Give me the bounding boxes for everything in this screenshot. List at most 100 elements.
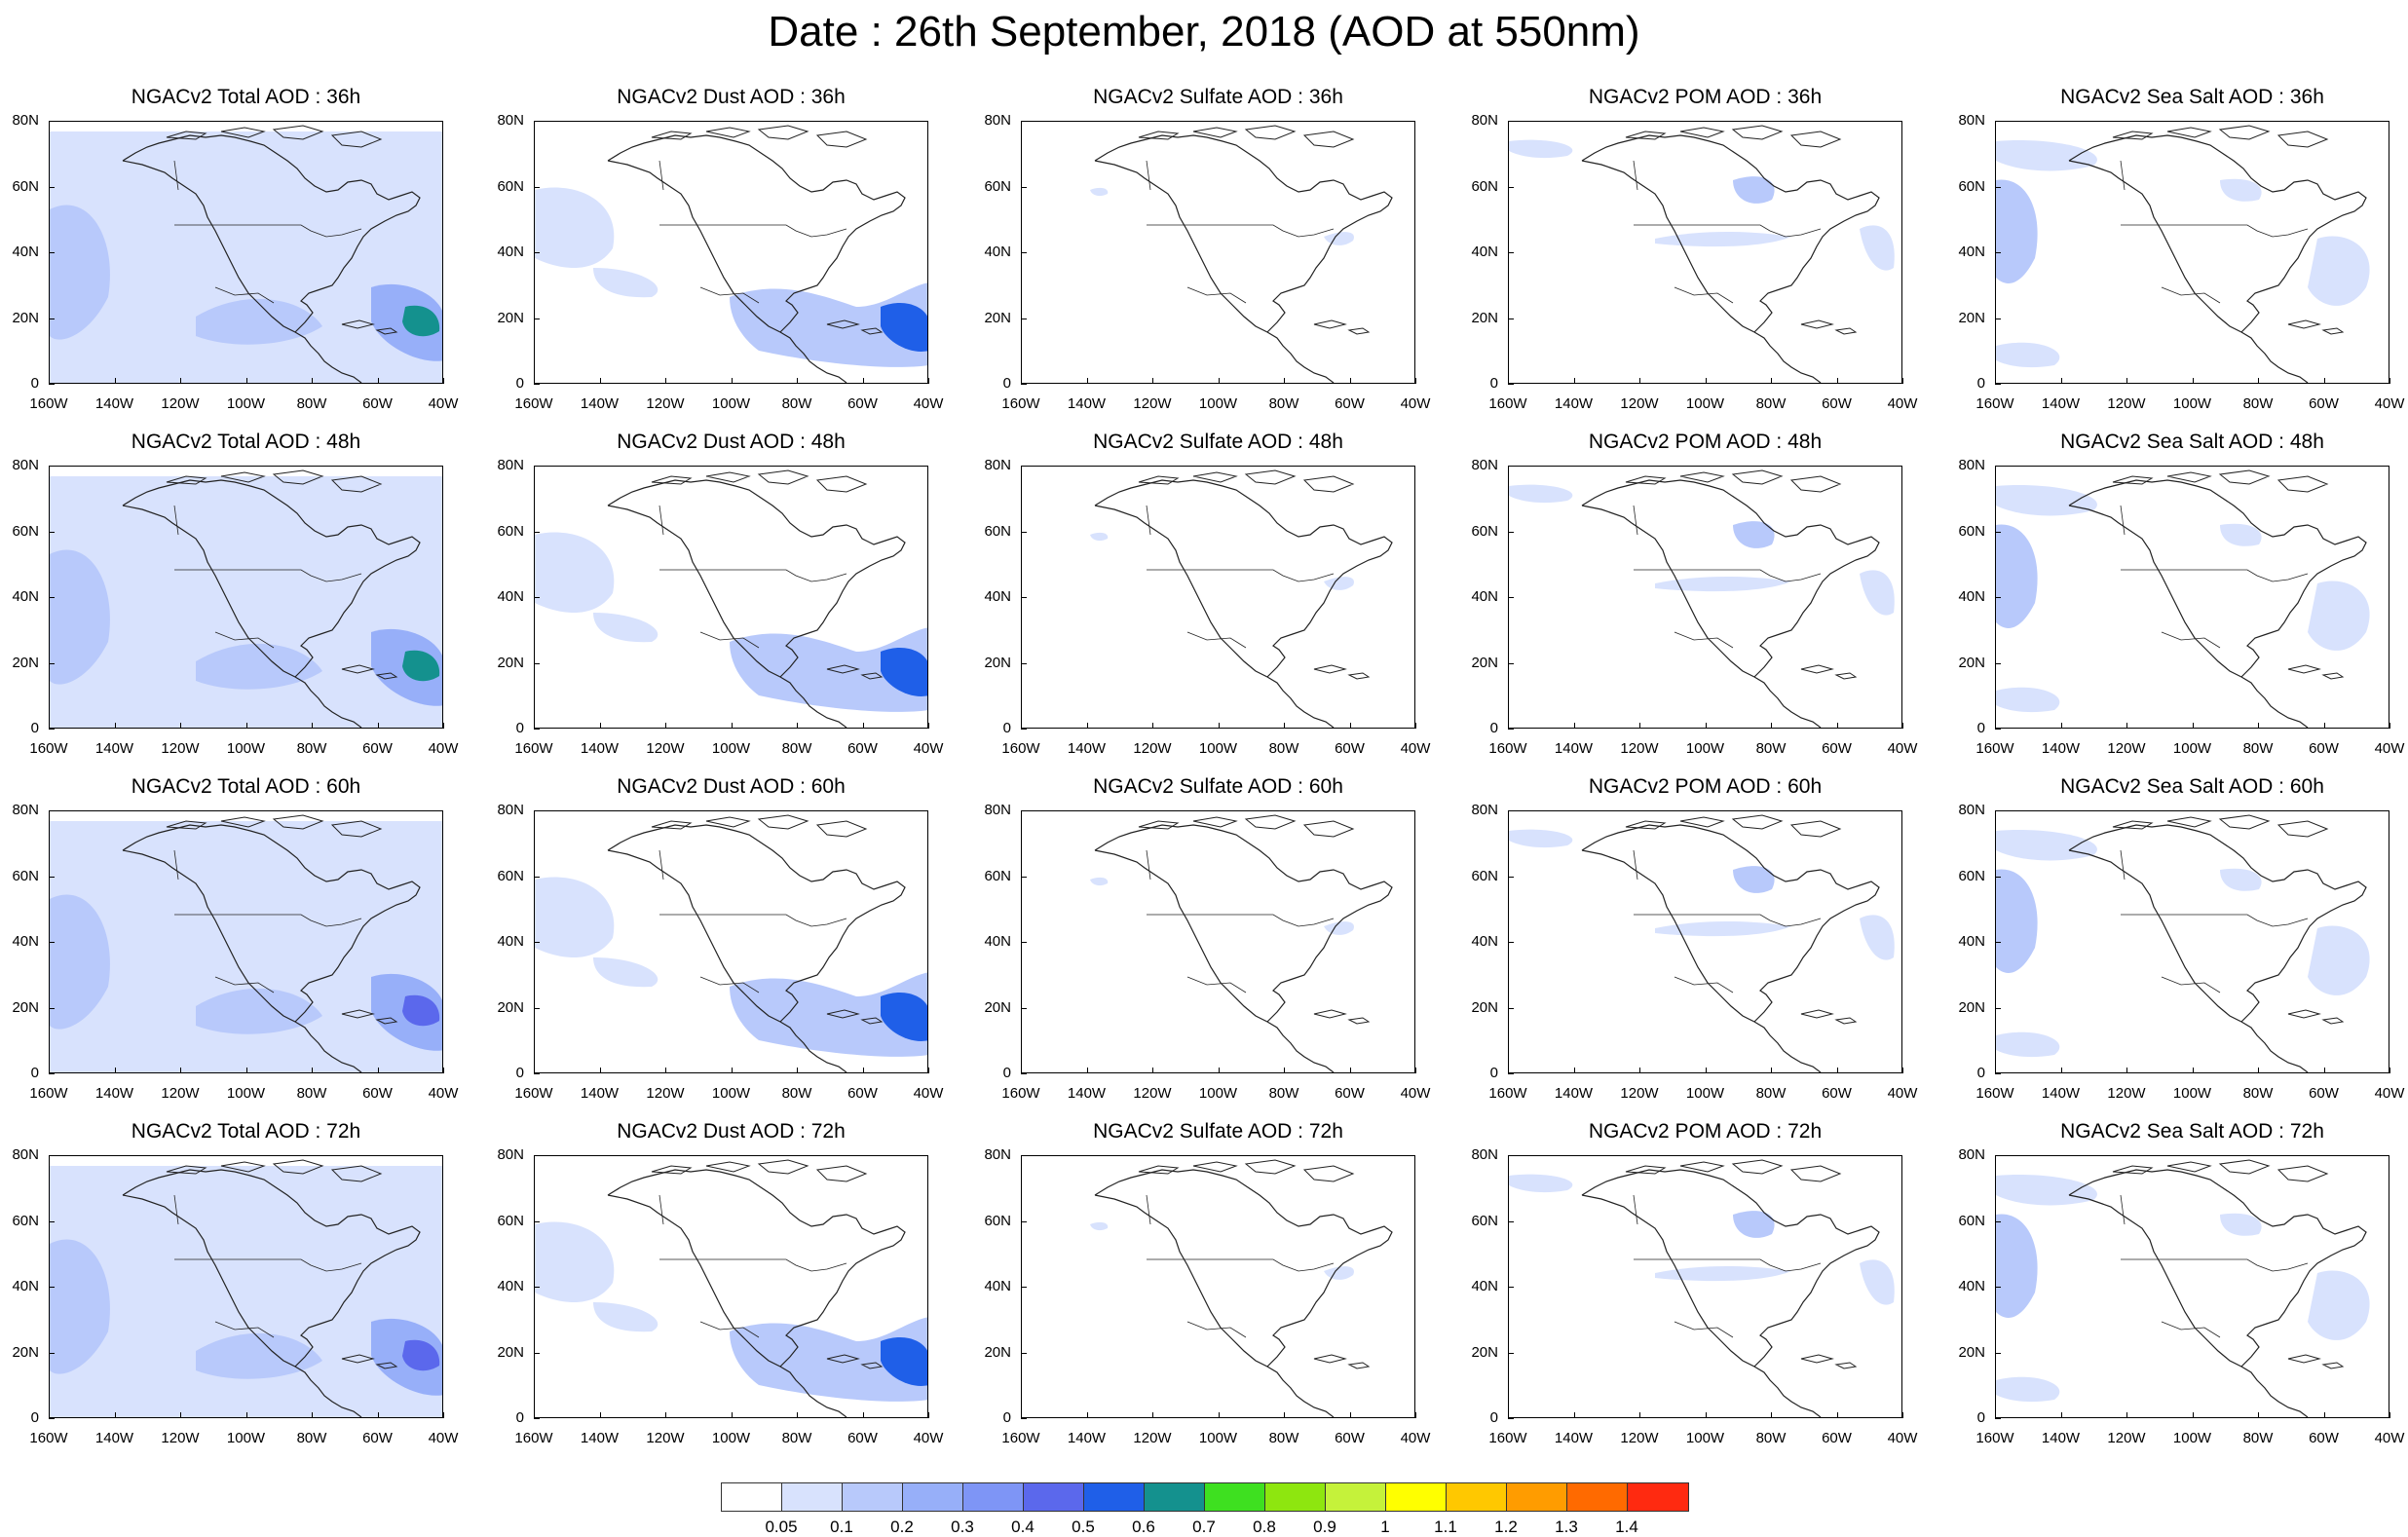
latitude-tick bbox=[534, 876, 540, 878]
latitude-tick bbox=[1508, 597, 1514, 598]
coastline bbox=[1625, 1159, 1858, 1369]
longitude-tick-label: 140W bbox=[94, 1430, 134, 1446]
longitude-tick-label: 100W bbox=[711, 1085, 751, 1102]
latitude-tick bbox=[1021, 252, 1027, 253]
longitude-tick-label: 100W bbox=[226, 1085, 266, 1102]
longitude-tick-label: 100W bbox=[1198, 1085, 1238, 1102]
latitude-tick-label: 60N bbox=[1471, 522, 1498, 540]
longitude-tick bbox=[114, 1412, 116, 1418]
longitude-tick-label: 100W bbox=[1198, 1430, 1238, 1446]
longitude-tick bbox=[312, 723, 313, 729]
latitude-tick-label: 40N bbox=[12, 1278, 39, 1294]
political-border bbox=[1146, 849, 1335, 993]
aod-map bbox=[1509, 469, 1895, 728]
longitude-tick-label: 140W bbox=[2041, 395, 2081, 412]
map-frame bbox=[1021, 1155, 1415, 1418]
longitude-tick bbox=[2192, 723, 2194, 729]
latitude-tick-label: 20N bbox=[12, 309, 39, 326]
longitude-tick-label: 40W bbox=[428, 1085, 459, 1102]
latitude-tick bbox=[49, 729, 55, 730]
coastline bbox=[1581, 479, 1880, 728]
latitude-tick-label: 40N bbox=[497, 933, 524, 950]
latitude-tick-label: 80N bbox=[497, 802, 524, 818]
map-frame bbox=[534, 1155, 928, 1418]
longitude-tick bbox=[731, 723, 733, 729]
latitude-tick-label: 0 bbox=[30, 375, 39, 392]
latitude-tick bbox=[49, 466, 55, 467]
aod-shading bbox=[196, 988, 322, 1034]
latitude-tick-label: 60N bbox=[1958, 177, 1985, 195]
latitude-tick bbox=[534, 810, 540, 811]
longitude-tick-label: 40W bbox=[913, 395, 944, 412]
aod-map bbox=[50, 814, 442, 1072]
longitude-tick bbox=[1021, 723, 1022, 729]
longitude-tick bbox=[180, 378, 181, 384]
latitude-tick-label: 80N bbox=[1471, 457, 1498, 473]
latitude-tick-label: 20N bbox=[497, 998, 524, 1016]
longitude-tick bbox=[2323, 1068, 2325, 1073]
longitude-tick bbox=[2389, 1068, 2390, 1073]
coastline bbox=[166, 814, 398, 1025]
coastline bbox=[122, 134, 421, 383]
map-frame bbox=[49, 810, 443, 1073]
aod-shading bbox=[196, 298, 322, 345]
latitude-tick-label: 20N bbox=[497, 1343, 524, 1361]
aod-shading bbox=[1324, 232, 1354, 245]
latitude-tick bbox=[1508, 121, 1514, 122]
latitude-tick bbox=[49, 384, 55, 385]
latitude-tick bbox=[1508, 1287, 1514, 1288]
longitude-tick-label: 60W bbox=[847, 740, 878, 757]
latitude-tick bbox=[49, 1155, 55, 1156]
longitude-tick-label: 140W bbox=[94, 395, 134, 412]
latitude-tick-label: 40N bbox=[984, 933, 1011, 950]
latitude-tick-label: 40N bbox=[984, 1278, 1011, 1294]
political-border bbox=[1146, 505, 1335, 649]
aod-shading bbox=[50, 549, 110, 685]
longitude-tick-label: 140W bbox=[1554, 1085, 1594, 1102]
longitude-tick-label: 60W bbox=[362, 1430, 393, 1446]
longitude-tick-label: 140W bbox=[1067, 740, 1107, 757]
aod-shading bbox=[881, 993, 927, 1041]
aod-shading bbox=[1509, 1174, 1573, 1193]
longitude-tick-label: 40W bbox=[1400, 395, 1431, 412]
aod-map bbox=[1996, 469, 2370, 728]
longitude-tick bbox=[1902, 1068, 1903, 1073]
longitude-tick-label: 80W bbox=[2242, 395, 2274, 412]
aod-shading bbox=[1090, 187, 1109, 197]
latitude-tick-label: 0 bbox=[30, 1065, 39, 1081]
panel-title: NGACv2 Sulfate AOD : 48h bbox=[1093, 431, 1343, 453]
coastline bbox=[122, 824, 421, 1072]
latitude-tick bbox=[1508, 384, 1514, 385]
longitude-tick bbox=[443, 1412, 444, 1418]
longitude-tick bbox=[1836, 378, 1838, 384]
latitude-tick-label: 20N bbox=[984, 309, 1011, 326]
longitude-tick-label: 160W bbox=[1001, 740, 1040, 757]
panel-title: NGACv2 Dust AOD : 48h bbox=[617, 431, 846, 453]
colorbar-label: 0.2 bbox=[890, 1518, 914, 1536]
latitude-tick bbox=[49, 876, 55, 878]
aod-map bbox=[50, 1159, 442, 1417]
longitude-tick-label: 40W bbox=[2374, 1085, 2405, 1102]
map-frame bbox=[1508, 466, 1902, 729]
longitude-tick bbox=[1836, 723, 1838, 729]
longitude-tick-label: 100W bbox=[226, 395, 266, 412]
longitude-tick bbox=[1415, 1068, 1416, 1073]
latitude-tick-label: 80N bbox=[984, 1146, 1011, 1163]
longitude-tick-label: 140W bbox=[1554, 1430, 1594, 1446]
coastline bbox=[166, 469, 398, 680]
longitude-tick bbox=[1086, 723, 1088, 729]
longitude-tick bbox=[2389, 1412, 2390, 1418]
latitude-tick bbox=[1021, 384, 1027, 385]
colorbar-swatch bbox=[722, 1483, 782, 1511]
longitude-tick-label: 160W bbox=[1975, 395, 2014, 412]
longitude-tick bbox=[731, 1068, 733, 1073]
latitude-tick-label: 80N bbox=[1471, 112, 1498, 129]
coastline bbox=[1138, 1159, 1371, 1369]
latitude-tick bbox=[1021, 1352, 1027, 1354]
longitude-tick bbox=[2126, 723, 2127, 729]
latitude-tick-label: 0 bbox=[1976, 375, 1985, 392]
latitude-tick bbox=[1995, 876, 2001, 878]
longitude-tick-label: 40W bbox=[1887, 740, 1918, 757]
coastline bbox=[607, 479, 906, 728]
coastline bbox=[651, 814, 884, 1025]
